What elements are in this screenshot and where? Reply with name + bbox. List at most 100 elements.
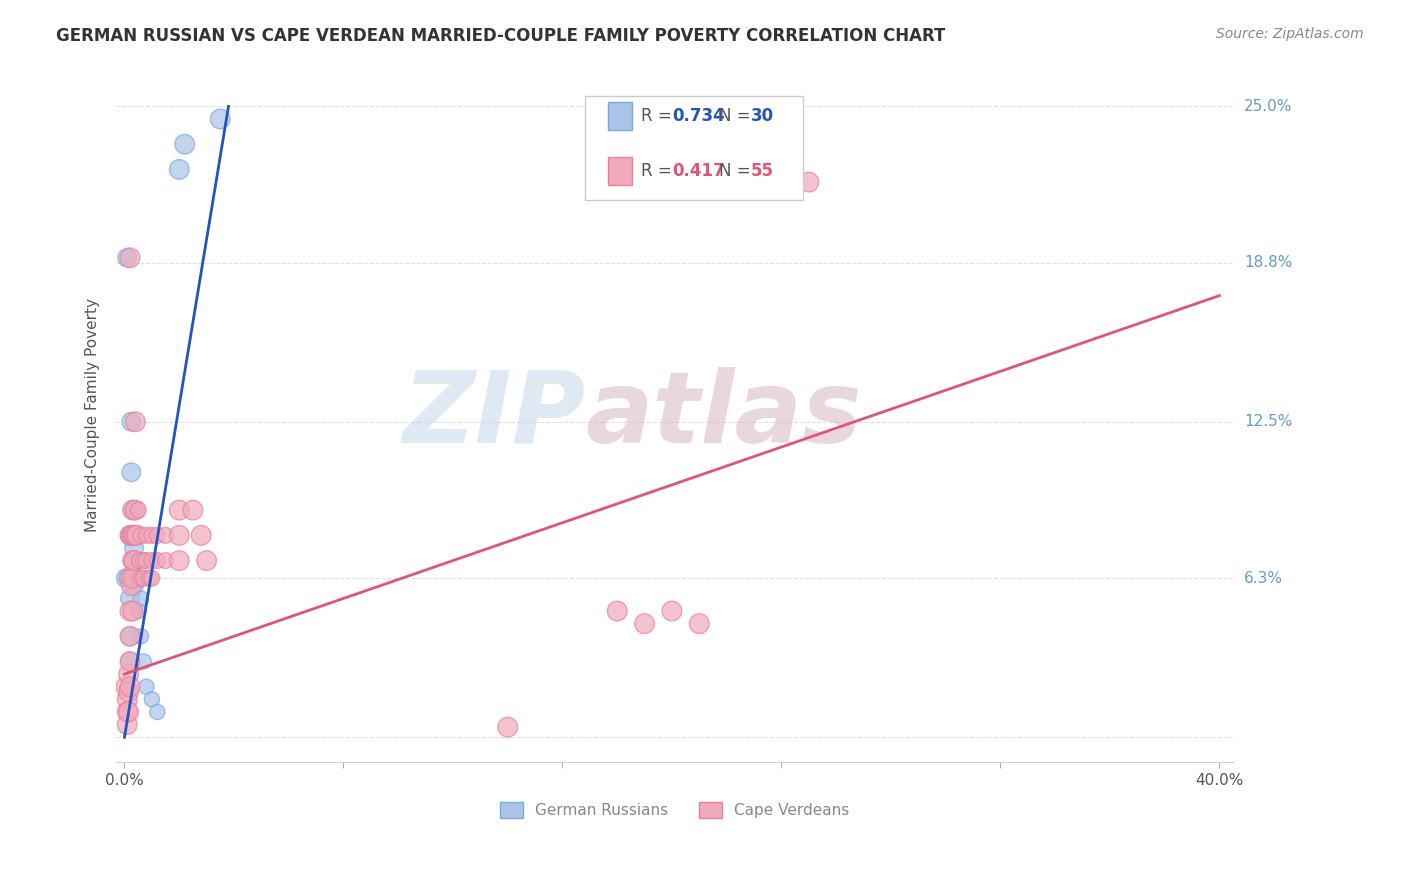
- Point: [132, 553, 155, 567]
- Point: [115, 717, 138, 731]
- Point: [121, 571, 143, 585]
- Text: 18.8%: 18.8%: [1244, 255, 1292, 270]
- Point: [167, 553, 190, 567]
- Text: ZIP: ZIP: [402, 367, 585, 464]
- Point: [120, 579, 142, 593]
- Point: [118, 528, 141, 542]
- Point: [117, 685, 139, 699]
- Point: [115, 571, 138, 585]
- Point: [118, 591, 141, 606]
- Point: [117, 667, 139, 681]
- Point: [122, 579, 145, 593]
- Point: [195, 553, 218, 567]
- Point: [146, 705, 169, 719]
- Point: [141, 528, 163, 542]
- Point: [122, 553, 145, 567]
- Point: [633, 616, 655, 631]
- Point: [181, 503, 204, 517]
- Text: 25.0%: 25.0%: [1244, 99, 1292, 114]
- Text: 55: 55: [751, 162, 773, 180]
- Point: [124, 528, 146, 542]
- Point: [118, 655, 141, 669]
- Point: [121, 528, 143, 542]
- Point: [121, 528, 143, 542]
- Point: [118, 655, 141, 669]
- Text: R =: R =: [641, 162, 678, 180]
- Text: 12.5%: 12.5%: [1244, 414, 1292, 429]
- Point: [129, 591, 152, 606]
- Point: [120, 415, 142, 429]
- Point: [132, 571, 155, 585]
- Point: [120, 465, 142, 479]
- Text: 0.734: 0.734: [672, 107, 725, 125]
- FancyBboxPatch shape: [585, 96, 803, 201]
- Point: [141, 692, 163, 706]
- Point: [124, 415, 146, 429]
- Point: [209, 112, 232, 126]
- Point: [118, 571, 141, 585]
- Point: [135, 680, 157, 694]
- Text: atlas: atlas: [585, 367, 862, 464]
- Point: [121, 553, 143, 567]
- Point: [117, 705, 139, 719]
- Point: [125, 571, 148, 585]
- Point: [155, 553, 177, 567]
- Point: [129, 528, 152, 542]
- Point: [190, 528, 212, 542]
- Point: [115, 680, 138, 694]
- Bar: [607, 157, 633, 186]
- Point: [127, 553, 149, 567]
- Point: [688, 616, 710, 631]
- Point: [117, 571, 139, 585]
- Point: [118, 680, 141, 694]
- Point: [124, 553, 146, 567]
- Text: N =: N =: [720, 107, 756, 125]
- Point: [128, 571, 150, 585]
- Point: [118, 604, 141, 618]
- Point: [120, 528, 142, 542]
- Text: R =: R =: [641, 107, 678, 125]
- Point: [128, 553, 150, 567]
- Point: [124, 503, 146, 517]
- Point: [132, 655, 155, 669]
- Point: [155, 528, 177, 542]
- Point: [122, 541, 145, 555]
- Point: [121, 604, 143, 618]
- Point: [129, 571, 152, 585]
- Point: [118, 528, 141, 542]
- Point: [115, 692, 138, 706]
- Text: GERMAN RUSSIAN VS CAPE VERDEAN MARRIED-COUPLE FAMILY POVERTY CORRELATION CHART: GERMAN RUSSIAN VS CAPE VERDEAN MARRIED-C…: [56, 27, 946, 45]
- Point: [167, 528, 190, 542]
- Point: [141, 553, 163, 567]
- Legend: German Russians, Cape Verdeans: German Russians, Cape Verdeans: [494, 796, 855, 824]
- Text: N =: N =: [720, 162, 756, 180]
- Point: [121, 503, 143, 517]
- Point: [173, 137, 195, 152]
- Point: [129, 629, 152, 643]
- Point: [118, 629, 141, 643]
- Point: [496, 720, 519, 734]
- Point: [135, 528, 157, 542]
- Text: Source: ZipAtlas.com: Source: ZipAtlas.com: [1216, 27, 1364, 41]
- Point: [124, 528, 146, 542]
- Point: [146, 528, 169, 542]
- Point: [661, 604, 683, 618]
- Point: [797, 175, 820, 189]
- Point: [121, 553, 143, 567]
- Point: [118, 251, 141, 265]
- Point: [115, 251, 138, 265]
- Point: [118, 629, 141, 643]
- Point: [167, 162, 190, 177]
- Text: 6.3%: 6.3%: [1244, 571, 1284, 586]
- Point: [115, 705, 138, 719]
- Text: 0.417: 0.417: [672, 162, 725, 180]
- Point: [167, 503, 190, 517]
- Point: [606, 604, 628, 618]
- Point: [146, 553, 169, 567]
- Point: [141, 571, 163, 585]
- Point: [138, 571, 160, 585]
- Point: [127, 604, 149, 618]
- Text: 30: 30: [751, 107, 773, 125]
- Point: [125, 528, 148, 542]
- Point: [124, 571, 146, 585]
